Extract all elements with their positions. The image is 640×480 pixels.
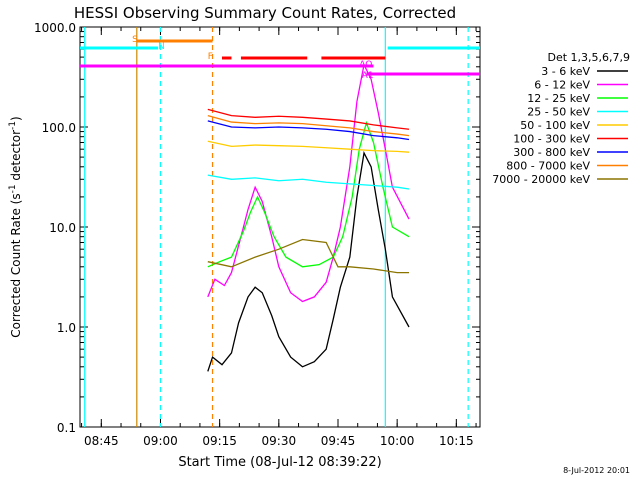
y-tick-label-2: 10.0 <box>49 221 76 235</box>
legend-label-1: 6 - 12 keV <box>534 79 590 92</box>
series-line-2 <box>207 120 410 268</box>
y-axis: 1000.0 100.0 10.0 1.0 0.1 <box>34 21 480 435</box>
x-tick-label-5: 10:00 <box>380 434 415 448</box>
series-line-4 <box>207 140 410 153</box>
legend-label-5: 100 - 300 keV <box>513 133 590 146</box>
y-axis-label-end: ) <box>9 116 23 121</box>
chart-title: HESSI Observing Summary Count Rates, Cor… <box>74 4 456 22</box>
x-tick-label-0: 08:45 <box>84 434 119 448</box>
y-tick-label-3: 1.0 <box>57 321 76 335</box>
flag-label-ao: AO <box>359 60 372 70</box>
y-axis-label: Corrected Count Rate (s-1 detector-1) <box>8 116 23 337</box>
flag-label-s: S <box>132 35 138 45</box>
y-axis-label-main: Corrected Count Rate (s <box>9 193 23 337</box>
flag-label-a1: A1 <box>362 71 374 81</box>
series-line-8 <box>207 238 409 274</box>
series-lines <box>207 62 410 372</box>
legend-label-8: 7000 - 20000 keV <box>492 173 590 186</box>
series-line-6 <box>207 120 410 141</box>
legend-header: Det 1,3,5,6,7,9 <box>547 51 630 64</box>
plot-area: 1000.0 100.0 10.0 1.0 0.1 08:45 09:00 09:15 09:… <box>34 21 481 448</box>
x-tick-label-3: 09:30 <box>262 434 297 448</box>
legend-label-3: 25 - 50 keV <box>527 106 590 119</box>
series-line-3 <box>207 174 410 190</box>
x-tick-label-4: 09:45 <box>321 434 356 448</box>
flag-label-f: F <box>208 52 213 62</box>
series-line-0 <box>207 150 410 372</box>
attenuator-lines <box>84 27 469 427</box>
legend-label-6: 300 - 800 keV <box>513 146 590 159</box>
series-line-5 <box>207 108 410 130</box>
y-tick-label-0: 1000.0 <box>34 21 76 35</box>
plot-frame <box>79 26 481 428</box>
x-tick-label-2: 09:15 <box>202 434 237 448</box>
flag-label-n: N <box>158 42 165 52</box>
legend-label-7: 800 - 7000 keV <box>506 160 590 173</box>
x-tick-label-6: 10:15 <box>439 434 474 448</box>
y-tick-label-4: 0.1 <box>57 421 76 435</box>
x-axis: 08:45 09:00 09:15 09:30 09:45 10:00 10:15 <box>81 27 477 448</box>
timestamp: 8-Jul-2012 20:01 <box>563 466 630 475</box>
series-line-7 <box>207 114 410 137</box>
series-line-1 <box>207 62 410 303</box>
legend-label-4: 50 - 100 keV <box>520 119 590 132</box>
y-axis-label-mid: detector <box>9 130 23 185</box>
y-tick-label-1: 100.0 <box>42 121 76 135</box>
x-tick-label-1: 09:00 <box>143 434 178 448</box>
legend-label-0: 3 - 6 keV <box>541 65 590 78</box>
x-axis-label: Start Time (08-Jul-12 08:39:22) <box>178 455 381 470</box>
y-axis-label-sup2: -1 <box>8 121 18 130</box>
y-axis-label-sup1: -1 <box>8 184 18 193</box>
legend-label-2: 12 - 25 keV <box>527 92 590 105</box>
